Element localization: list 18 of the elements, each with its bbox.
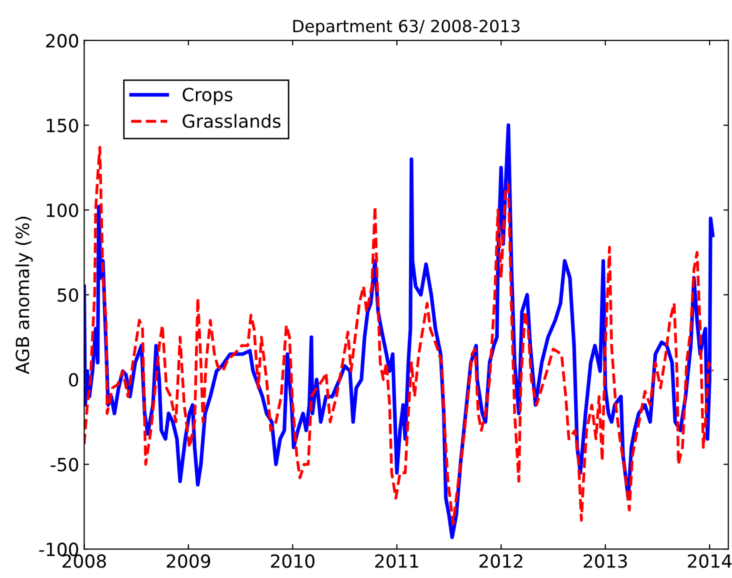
legend-label: Grasslands <box>182 114 280 128</box>
y-tick-label: 150 <box>46 118 78 132</box>
x-tick-label: 2012 <box>479 554 522 568</box>
x-tick-label: 2008 <box>62 554 106 568</box>
y-tick-label: 100 <box>46 203 78 218</box>
chart-title: Department 63/ 2008-2013 <box>293 20 520 36</box>
x-tick-label: 2010 <box>270 554 314 568</box>
y-axis-title: AGB anomaly (%) <box>15 216 33 374</box>
y-tick-label: -100 <box>39 542 78 556</box>
x-tick-label: 2013 <box>584 554 627 568</box>
x-tick-label: 2014 <box>688 554 732 568</box>
y-tick-label: 50 <box>58 288 78 302</box>
x-tick-label: 2009 <box>166 554 210 568</box>
legend-label: Crops <box>182 88 232 105</box>
y-tick-label: 200 <box>46 34 78 48</box>
y-tick-label: -50 <box>50 458 78 472</box>
x-tick-label: 2011 <box>375 554 418 568</box>
y-tick-label: 0 <box>69 373 78 387</box>
